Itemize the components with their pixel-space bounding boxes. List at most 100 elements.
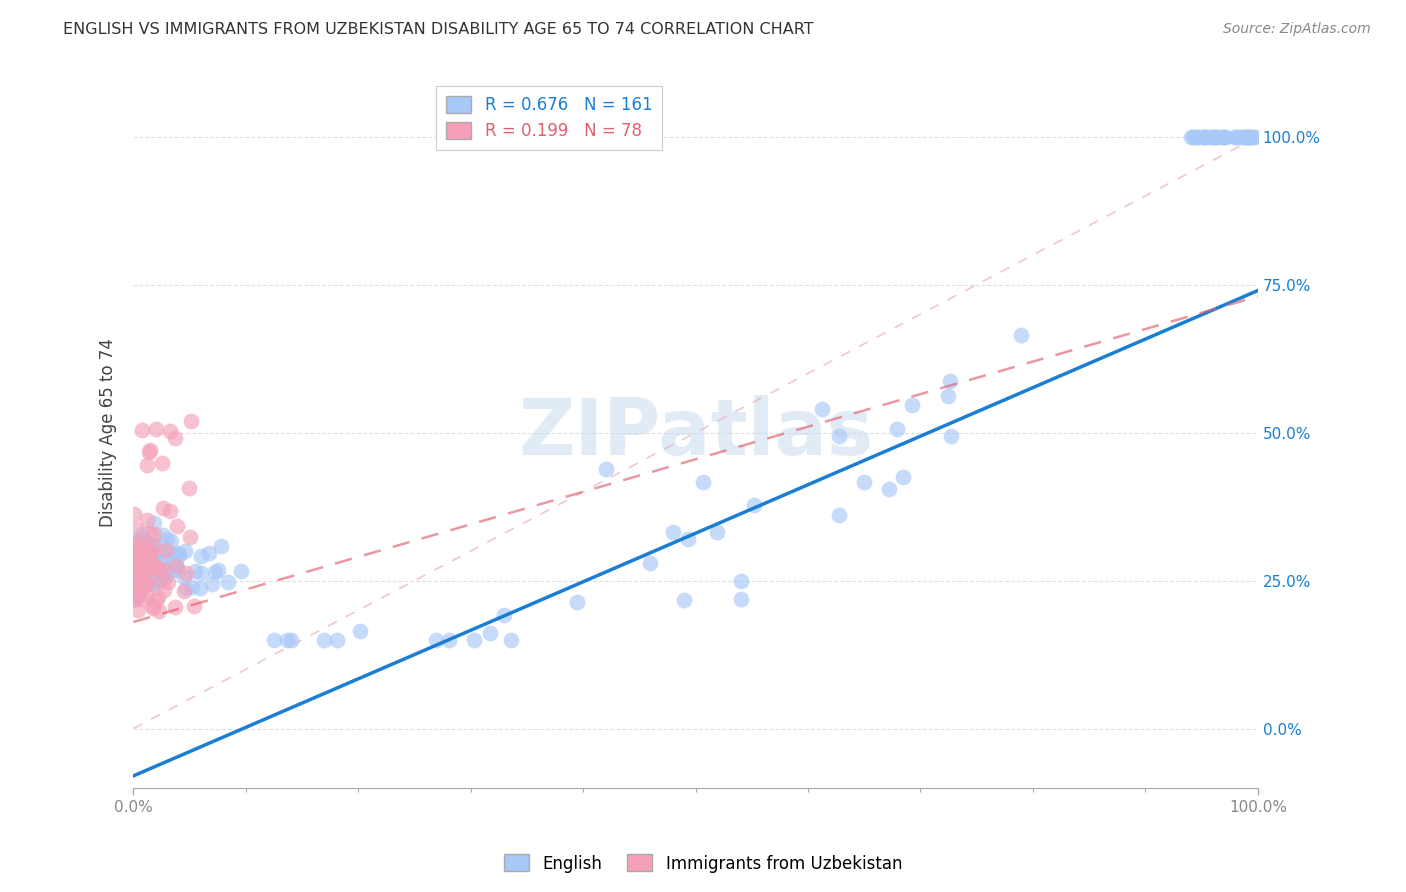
Legend: English, Immigrants from Uzbekistan: English, Immigrants from Uzbekistan bbox=[498, 847, 908, 880]
Point bbox=[138, 546, 160, 560]
Point bbox=[129, 540, 152, 554]
Point bbox=[124, 541, 146, 555]
Point bbox=[132, 549, 155, 564]
Point bbox=[853, 475, 876, 489]
Point bbox=[142, 538, 165, 552]
Point bbox=[877, 483, 900, 497]
Point bbox=[142, 558, 165, 572]
Point bbox=[167, 548, 190, 562]
Point bbox=[138, 541, 160, 555]
Point bbox=[828, 508, 851, 523]
Point bbox=[141, 549, 163, 563]
Text: Source: ZipAtlas.com: Source: ZipAtlas.com bbox=[1223, 22, 1371, 37]
Point bbox=[138, 444, 160, 458]
Point bbox=[139, 537, 162, 551]
Point bbox=[135, 589, 157, 603]
Point bbox=[136, 576, 159, 591]
Point bbox=[143, 559, 166, 574]
Point bbox=[127, 589, 149, 603]
Point bbox=[174, 543, 197, 558]
Point bbox=[124, 591, 146, 606]
Point bbox=[127, 550, 149, 565]
Point bbox=[124, 574, 146, 588]
Point bbox=[167, 563, 190, 577]
Point bbox=[141, 561, 163, 575]
Point bbox=[312, 632, 335, 647]
Point bbox=[157, 558, 180, 573]
Point bbox=[165, 548, 187, 562]
Point bbox=[176, 582, 198, 596]
Point bbox=[129, 574, 152, 588]
Point bbox=[155, 568, 177, 582]
Point bbox=[204, 565, 226, 579]
Point bbox=[129, 578, 152, 592]
Point bbox=[148, 563, 170, 577]
Point bbox=[159, 504, 181, 518]
Point bbox=[124, 583, 146, 598]
Point bbox=[134, 547, 156, 561]
Point bbox=[148, 561, 170, 575]
Point bbox=[125, 574, 148, 589]
Point bbox=[153, 567, 176, 582]
Point bbox=[141, 599, 163, 614]
Point bbox=[1236, 129, 1258, 144]
Point bbox=[124, 507, 146, 521]
Point bbox=[190, 549, 212, 563]
Point bbox=[160, 534, 183, 549]
Point bbox=[676, 533, 699, 547]
Point bbox=[124, 558, 146, 573]
Point bbox=[1182, 129, 1205, 144]
Point bbox=[1237, 129, 1260, 144]
Point bbox=[157, 560, 180, 574]
Point bbox=[150, 569, 173, 583]
Point bbox=[127, 603, 149, 617]
Point bbox=[595, 462, 617, 476]
Point bbox=[125, 558, 148, 572]
Point bbox=[326, 632, 349, 647]
Point bbox=[141, 560, 163, 574]
Point bbox=[730, 574, 752, 588]
Point bbox=[1232, 129, 1254, 144]
Point bbox=[567, 595, 589, 609]
Point bbox=[129, 539, 152, 553]
Point bbox=[138, 558, 160, 573]
Point bbox=[146, 543, 169, 558]
Point bbox=[124, 549, 146, 563]
Point bbox=[706, 524, 728, 539]
Point bbox=[163, 431, 186, 445]
Point bbox=[1225, 129, 1247, 144]
Point bbox=[143, 555, 166, 569]
Point bbox=[190, 566, 212, 580]
Point bbox=[148, 590, 170, 604]
Point bbox=[134, 541, 156, 556]
Point bbox=[148, 574, 170, 589]
Point bbox=[1212, 129, 1234, 144]
Point bbox=[197, 545, 219, 559]
Point bbox=[692, 475, 714, 489]
Point bbox=[132, 562, 155, 576]
Point bbox=[157, 575, 180, 590]
Point bbox=[131, 527, 153, 541]
Point bbox=[1180, 129, 1202, 144]
Point bbox=[129, 564, 152, 578]
Point bbox=[124, 560, 146, 574]
Point bbox=[132, 574, 155, 588]
Point bbox=[165, 558, 187, 572]
Point bbox=[177, 481, 200, 495]
Point bbox=[276, 632, 298, 647]
Point bbox=[1192, 129, 1215, 144]
Point bbox=[439, 632, 461, 647]
Point bbox=[1243, 129, 1265, 144]
Point bbox=[128, 533, 150, 548]
Point bbox=[744, 499, 766, 513]
Point bbox=[143, 527, 166, 541]
Point bbox=[159, 424, 181, 438]
Point bbox=[145, 551, 167, 566]
Point bbox=[152, 527, 174, 541]
Y-axis label: Disability Age 65 to 74: Disability Age 65 to 74 bbox=[100, 338, 117, 527]
Point bbox=[886, 421, 908, 435]
Point bbox=[159, 549, 181, 563]
Point bbox=[127, 552, 149, 566]
Point bbox=[143, 516, 166, 530]
Point bbox=[1212, 129, 1234, 144]
